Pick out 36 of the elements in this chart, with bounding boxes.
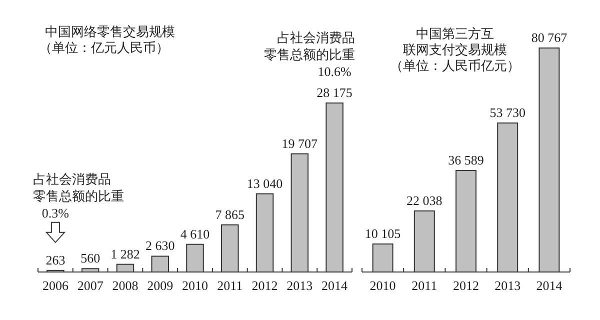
data-label: 2 630 [145,238,175,254]
x-tick-label: 2008 [112,278,138,293]
data-label: 22 038 [406,192,442,208]
data-label: 10 105 [364,226,401,241]
x-tick-label: 2010 [370,278,396,293]
data-label: 1 282 [110,246,140,262]
data-label: 13 040 [246,176,283,191]
data-label: 4 610 [180,226,210,242]
data-label: 36 589 [448,152,484,168]
text: 占社会消费品零售总额的比重 [264,30,355,62]
annotation: 0.3% [42,205,70,220]
x-tick-label: 2007 [77,278,104,293]
data-label: 53 730 [490,104,526,120]
x-tick-label: 2012 [453,278,479,293]
x-tick-label: 2014 [322,278,348,293]
annotation: 10.6% [318,64,352,79]
x-tick-label: 2014 [536,278,563,293]
data-label: 80 767 [531,30,568,45]
x-tick-label: 2011 [412,278,438,293]
x-tick-label: 2006 [42,278,69,293]
chart-subtitle: （单位：亿元人民币） [39,40,169,55]
x-tick-label: 2013 [494,278,521,293]
x-tick-label: 2012 [252,278,278,293]
data-label: 28 175 [316,85,352,100]
x-tick-label: 2011 [217,278,243,293]
chart-title: 中国网络零售交易规模 [45,24,175,39]
x-tick-label: 2010 [182,278,208,293]
data-label: 7 865 [215,206,245,222]
x-tick-label: 2009 [147,278,174,293]
annotation: 占社会消费品零售总额的比重 [33,171,124,204]
data-label: 19 707 [282,136,318,151]
chart-title: 中国第三方互联网支付交易规模 [403,26,507,57]
data-label: 263 [46,252,66,268]
text: （单位：人民币亿元） [390,58,520,73]
x-tick-label: 2013 [286,278,313,293]
data-label: 560 [80,250,100,266]
